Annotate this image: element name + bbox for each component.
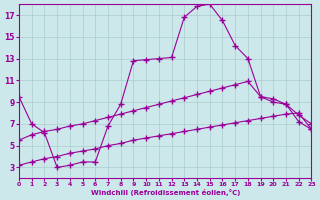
X-axis label: Windchill (Refroidissement éolien,°C): Windchill (Refroidissement éolien,°C) [91,189,240,196]
